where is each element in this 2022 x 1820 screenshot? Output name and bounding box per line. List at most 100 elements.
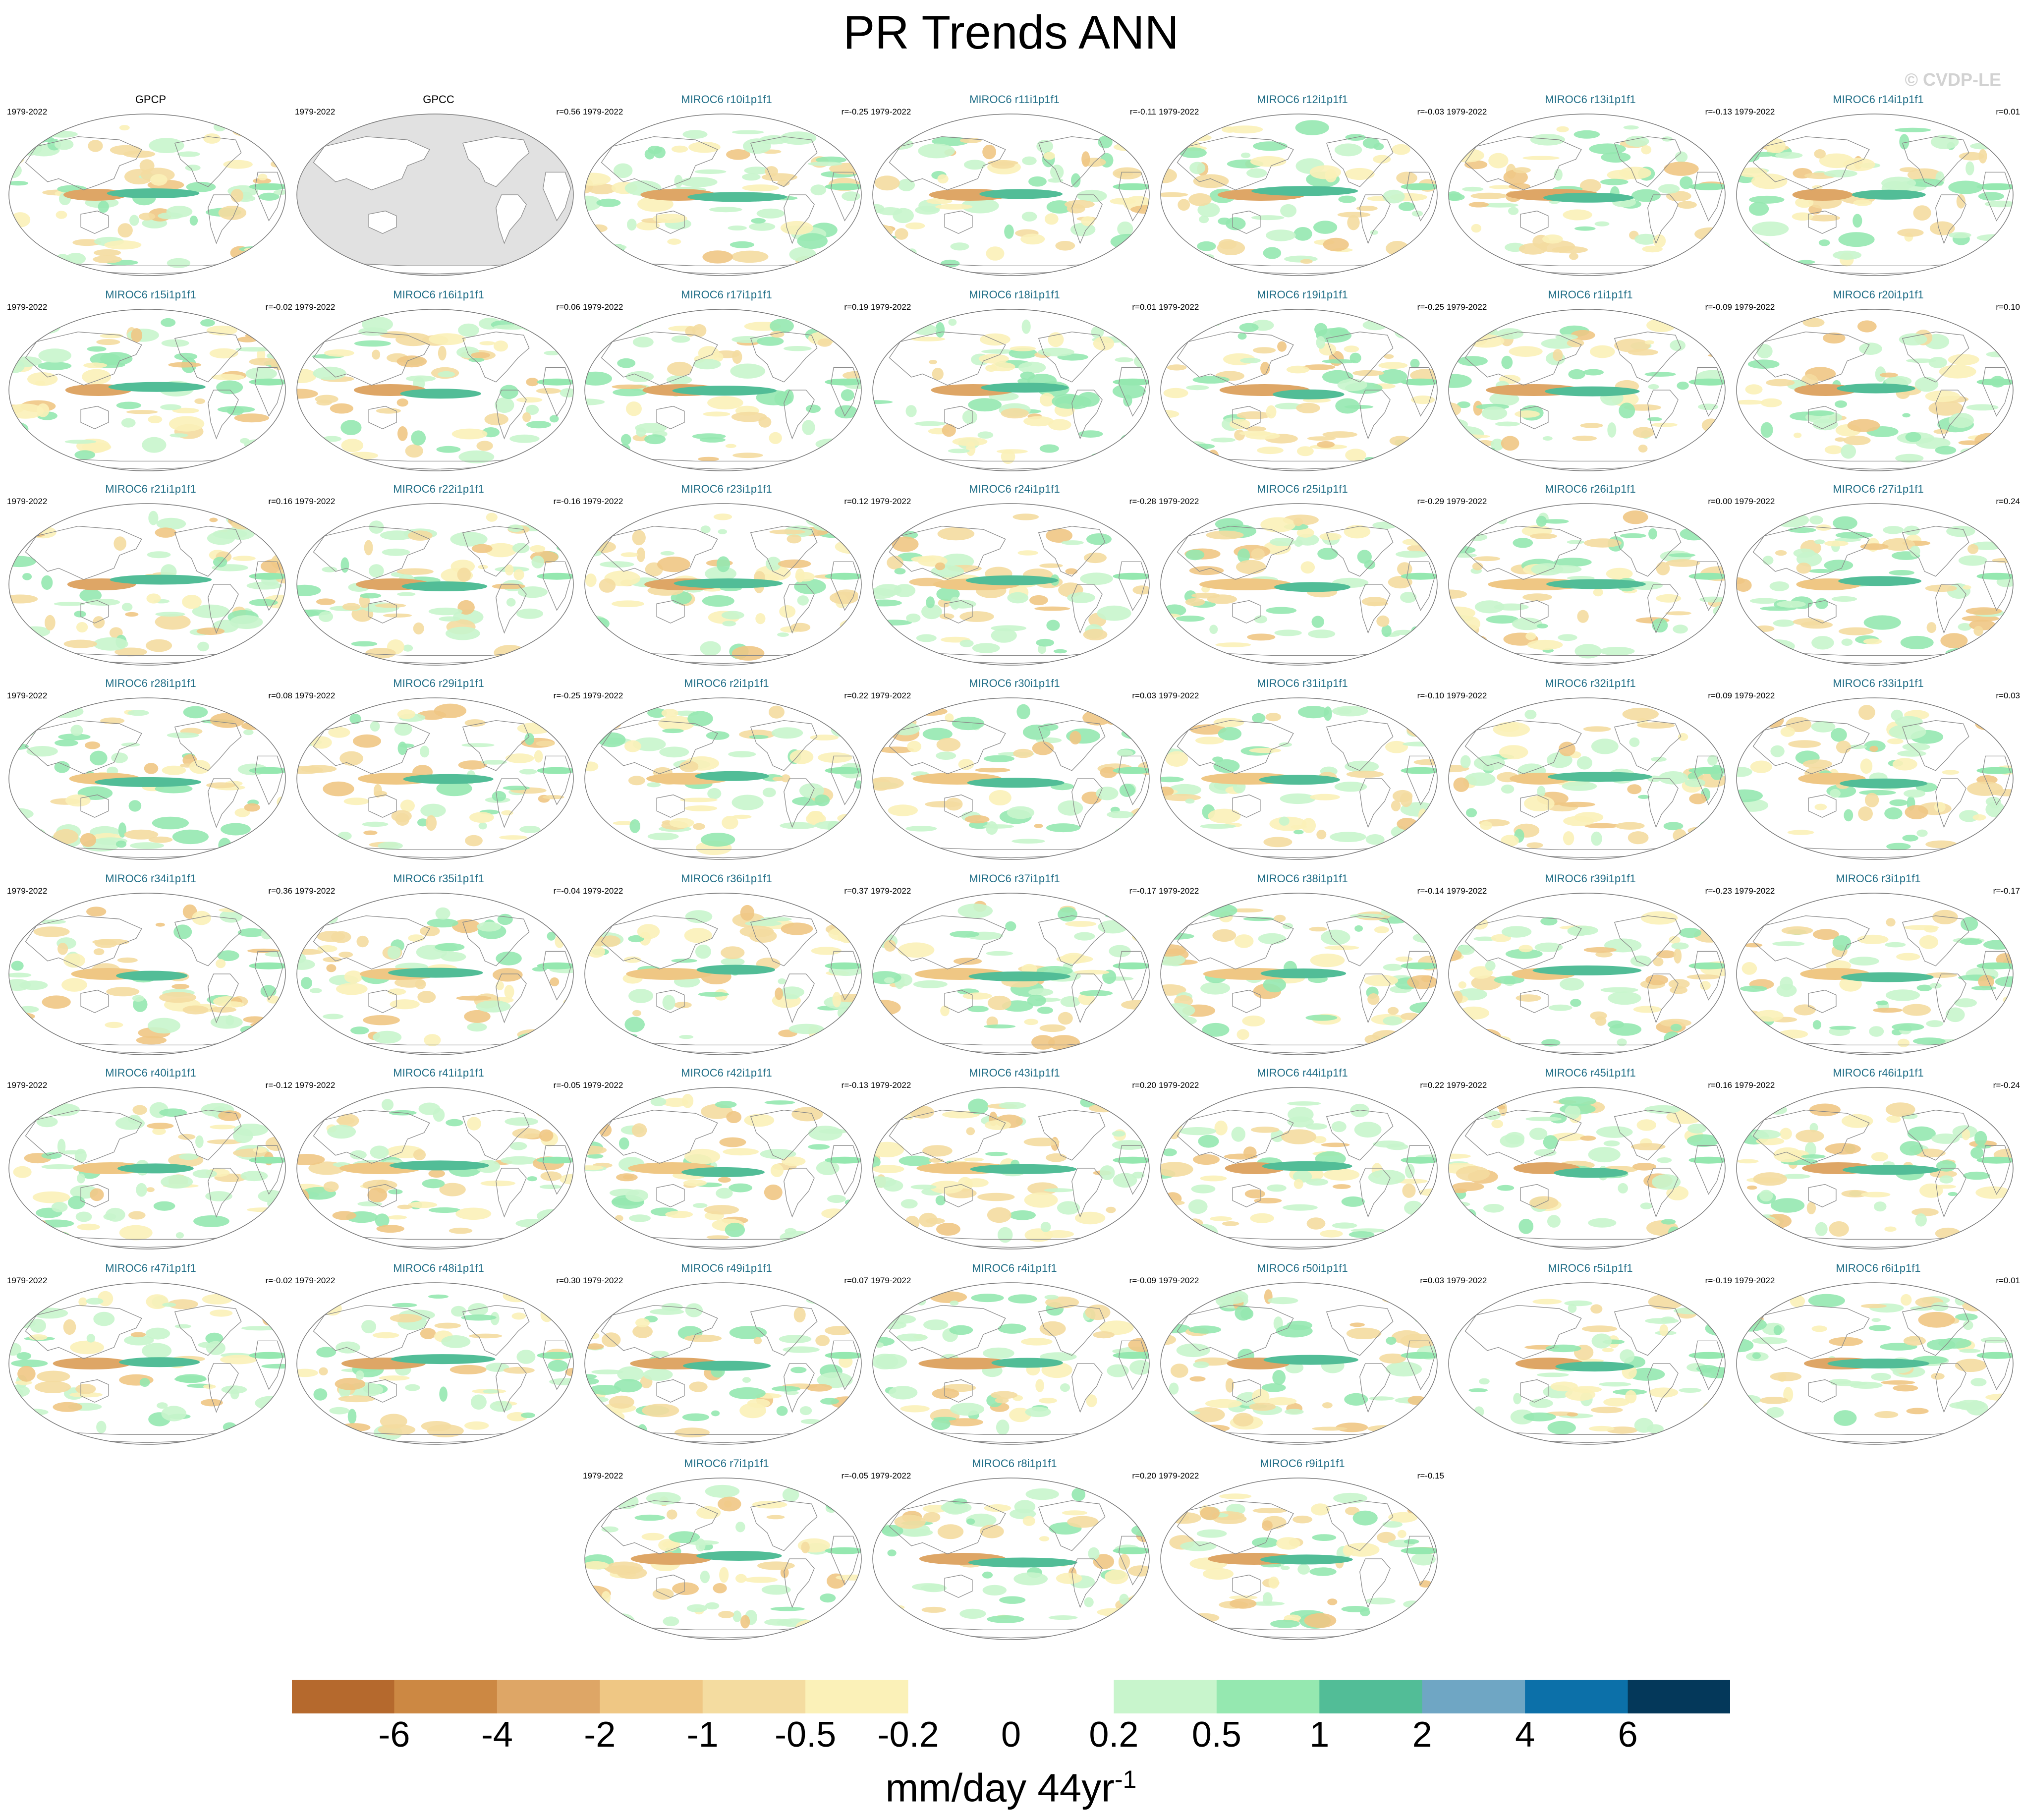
global-map bbox=[1448, 309, 1726, 471]
panel-correlation: r=-0.23 bbox=[1705, 886, 1732, 896]
panel-years: 1979-2022 bbox=[871, 691, 911, 700]
panel-years: 1979-2022 bbox=[295, 107, 336, 116]
panel-correlation: r=0.01 bbox=[1132, 302, 1156, 312]
map-panel: MIROC6 r18i1p1f1 1979-2022 r=0.01 bbox=[871, 288, 1158, 472]
global-map bbox=[1736, 503, 2014, 666]
map-panel: MIROC6 r10i1p1f1 1979-2022 r=-0.25 bbox=[583, 93, 870, 277]
panel-correlation: r=0.19 bbox=[844, 302, 868, 312]
map-panel: MIROC6 r28i1p1f1 1979-2022 r=0.08 bbox=[7, 677, 294, 860]
panel-years: 1979-2022 bbox=[295, 886, 336, 896]
panel-title: MIROC6 r20i1p1f1 bbox=[1833, 288, 1924, 301]
panel-title: MIROC6 r29i1p1f1 bbox=[393, 677, 484, 689]
map-panel: MIROC6 r44i1p1f1 1979-2022 r=0.22 bbox=[1159, 1067, 1446, 1250]
colorbar-box bbox=[394, 1679, 498, 1714]
panel-years: 1979-2022 bbox=[1159, 497, 1199, 506]
panel-title: MIROC6 r43i1p1f1 bbox=[969, 1067, 1060, 1079]
global-map bbox=[1160, 114, 1438, 276]
map-panel: MIROC6 r19i1p1f1 1979-2022 r=-0.25 bbox=[1159, 288, 1446, 472]
map-panel: MIROC6 r24i1p1f1 1979-2022 r=-0.28 bbox=[871, 483, 1158, 666]
panel-years: 1979-2022 bbox=[295, 1081, 336, 1090]
global-map bbox=[584, 309, 862, 471]
panel-correlation: r=0.36 bbox=[268, 886, 292, 896]
colorbar-tick: 0.2 bbox=[1089, 1715, 1139, 1755]
colorbar-box bbox=[702, 1679, 806, 1714]
map-panel: MIROC6 r7i1p1f1 1979-2022 r=-0.05 bbox=[583, 1457, 870, 1641]
map-panel: MIROC6 r2i1p1f1 1979-2022 r=0.22 bbox=[583, 677, 870, 860]
panel-correlation: r=-0.16 bbox=[553, 497, 580, 506]
panel-years: 1979-2022 bbox=[295, 302, 336, 312]
panel-correlation: r=0.07 bbox=[844, 1276, 868, 1285]
panel-title: MIROC6 r9i1p1f1 bbox=[1260, 1457, 1345, 1470]
colorbar-box bbox=[1216, 1679, 1320, 1714]
global-map bbox=[296, 309, 574, 471]
global-map bbox=[872, 1478, 1150, 1640]
panel-years: 1979-2022 bbox=[1735, 497, 1775, 506]
map-panel: MIROC6 r48i1p1f1 1979-2022 r=0.30 bbox=[295, 1262, 582, 1445]
map-panel: MIROC6 r34i1p1f1 1979-2022 r=0.36 bbox=[7, 872, 294, 1056]
global-map bbox=[1160, 893, 1438, 1055]
panel-years: 1979-2022 bbox=[1159, 1471, 1199, 1480]
panel-title: MIROC6 r49i1p1f1 bbox=[681, 1262, 772, 1274]
panel-correlation: r=0.06 bbox=[556, 302, 580, 312]
map-panel: MIROC6 r13i1p1f1 1979-2022 r=-0.13 bbox=[1447, 93, 1734, 277]
panel-correlation: r=0.37 bbox=[844, 886, 868, 896]
panel-years: 1979-2022 bbox=[7, 302, 48, 312]
global-map bbox=[584, 1478, 862, 1640]
global-map bbox=[1736, 114, 2014, 276]
panel-title: MIROC6 r35i1p1f1 bbox=[393, 872, 484, 885]
panel-title: MIROC6 r50i1p1f1 bbox=[1257, 1262, 1348, 1274]
panel-years: 1979-2022 bbox=[295, 1276, 336, 1285]
panel-correlation: r=0.22 bbox=[1420, 1081, 1444, 1090]
colorbar-box bbox=[1114, 1679, 1217, 1714]
panel-years: 1979-2022 bbox=[871, 302, 911, 312]
map-panel: MIROC6 r26i1p1f1 1979-2022 r=0.00 bbox=[1447, 483, 1734, 666]
panel-correlation: r=-0.02 bbox=[265, 302, 292, 312]
map-panel: MIROC6 r35i1p1f1 1979-2022 r=-0.04 bbox=[295, 872, 582, 1056]
map-panel: MIROC6 r30i1p1f1 1979-2022 r=0.03 bbox=[871, 677, 1158, 860]
panel-correlation: r=-0.13 bbox=[841, 1081, 868, 1090]
panel-correlation: r=-0.29 bbox=[1417, 497, 1444, 506]
colorbar-tick: -0.5 bbox=[775, 1715, 837, 1755]
panel-title: MIROC6 r48i1p1f1 bbox=[393, 1262, 484, 1274]
panel-years: 1979-2022 bbox=[1159, 886, 1199, 896]
global-map bbox=[8, 309, 286, 471]
panel-title: MIROC6 r22i1p1f1 bbox=[393, 483, 484, 495]
global-map bbox=[1448, 114, 1726, 276]
panel-title: MIROC6 r12i1p1f1 bbox=[1257, 93, 1348, 106]
panel-title: MIROC6 r3i1p1f1 bbox=[1836, 872, 1921, 885]
colorbar-box bbox=[497, 1679, 600, 1714]
global-map bbox=[1448, 697, 1726, 860]
colorbar-tick: 4 bbox=[1515, 1715, 1535, 1755]
map-panel: MIROC6 r42i1p1f1 1979-2022 r=-0.13 bbox=[583, 1067, 870, 1250]
panel-title: MIROC6 r38i1p1f1 bbox=[1257, 872, 1348, 885]
panel-correlation: r=0.08 bbox=[268, 691, 292, 700]
map-panel: MIROC6 r32i1p1f1 1979-2022 r=0.09 bbox=[1447, 677, 1734, 860]
panel-years: 1979-2022 bbox=[1735, 107, 1775, 116]
panel-years: 1979-2022 bbox=[295, 497, 336, 506]
panel-years: 1979-2022 bbox=[583, 1276, 623, 1285]
panel-correlation: r=-0.17 bbox=[1129, 886, 1156, 896]
map-panel: MIROC6 r37i1p1f1 1979-2022 r=-0.17 bbox=[871, 872, 1158, 1056]
map-panel: MIROC6 r17i1p1f1 1979-2022 r=0.19 bbox=[583, 288, 870, 472]
panel-title: MIROC6 r21i1p1f1 bbox=[105, 483, 196, 495]
panel-years: 1979-2022 bbox=[1447, 691, 1487, 700]
colorbar-tick: -0.2 bbox=[877, 1715, 939, 1755]
global-map bbox=[296, 503, 574, 666]
global-map bbox=[8, 114, 286, 276]
panel-years: 1979-2022 bbox=[583, 691, 623, 700]
panel-title: MIROC6 r23i1p1f1 bbox=[681, 483, 772, 495]
global-map bbox=[296, 1282, 574, 1445]
panel-title: MIROC6 r42i1p1f1 bbox=[681, 1067, 772, 1079]
panel-correlation: r=-0.09 bbox=[1705, 302, 1732, 312]
panel-years: 1979-2022 bbox=[583, 1081, 623, 1090]
panel-correlation: r=0.12 bbox=[844, 497, 868, 506]
panel-correlation: r=0.03 bbox=[1420, 1276, 1444, 1285]
global-map bbox=[872, 893, 1150, 1055]
global-map bbox=[1736, 309, 2014, 471]
panel-correlation: r=-0.17 bbox=[1993, 886, 2020, 896]
panel-title: MIROC6 r8i1p1f1 bbox=[972, 1457, 1057, 1470]
global-map bbox=[1160, 697, 1438, 860]
global-map bbox=[584, 1087, 862, 1250]
units-superscript: -1 bbox=[1114, 1765, 1137, 1793]
global-map bbox=[872, 114, 1150, 276]
